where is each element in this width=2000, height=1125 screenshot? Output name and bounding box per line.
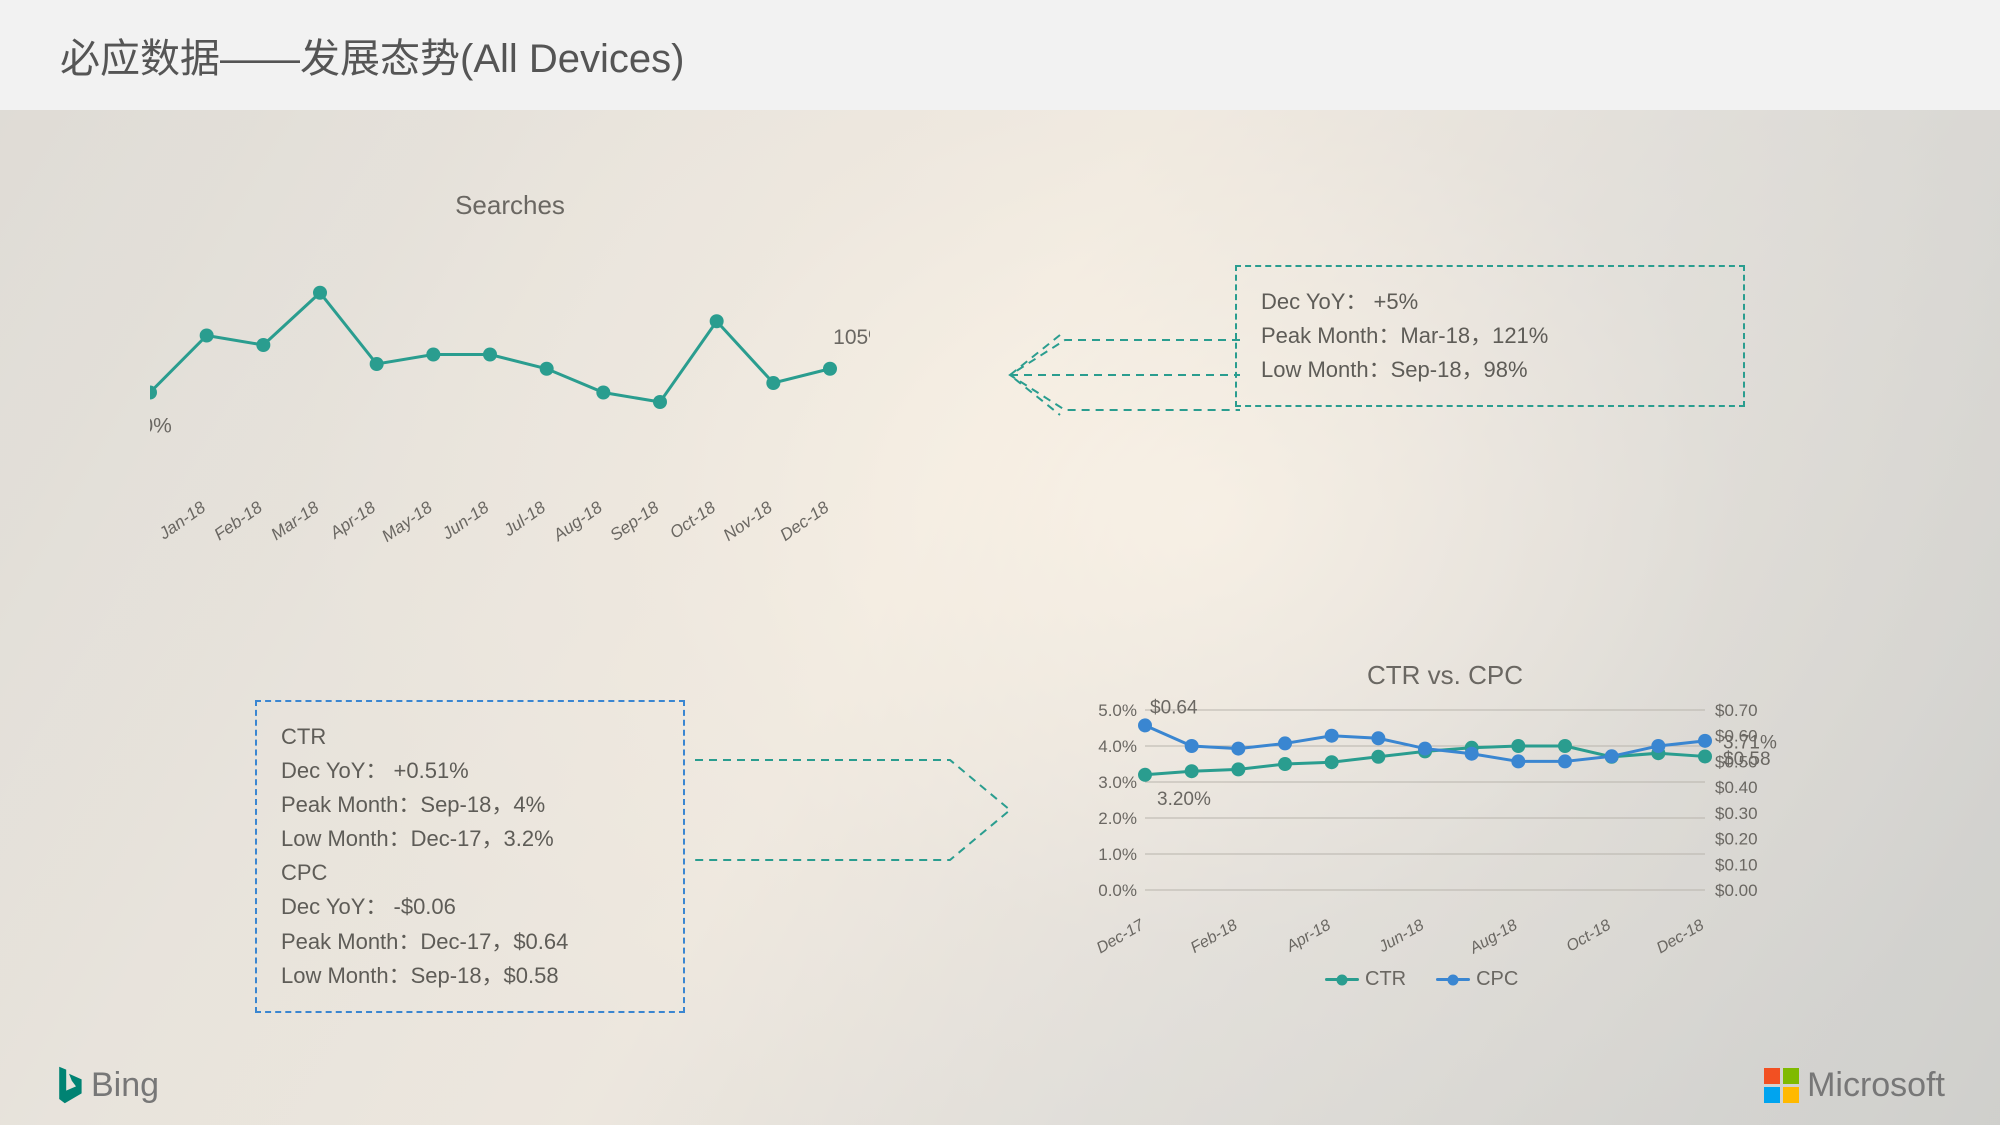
- svg-text:$0.00: $0.00: [1715, 881, 1758, 900]
- svg-text:Oct-18: Oct-18: [666, 497, 719, 542]
- svg-text:Dec-18: Dec-18: [1654, 917, 1707, 958]
- svg-text:May-18: May-18: [378, 497, 436, 545]
- callout-line: Low Month：Sep-18，98%: [1261, 353, 1719, 387]
- ms-square-green: [1783, 1068, 1799, 1084]
- legend-label: CTR: [1365, 968, 1406, 991]
- searches-callout-box: Dec YoY： +5%Peak Month：Mar-18，121%Low Mo…: [1235, 265, 1745, 407]
- content-area: Searches 100%105%Dec-17Jan-18Feb-18Mar-1…: [0, 110, 2000, 1125]
- ms-square-blue: [1764, 1087, 1780, 1103]
- bing-logo: Bing: [55, 1065, 159, 1105]
- searches-chart-svg: 100% 105% Dec-17Jan-18Feb-18Mar-18Apr-18Ma…: [150, 190, 870, 570]
- svg-text:2.0%: 2.0%: [1098, 809, 1137, 828]
- svg-text:100%: 100%: [150, 415, 172, 438]
- svg-text:1.0%: 1.0%: [1098, 845, 1137, 864]
- footer-bar: Bing Microsoft: [0, 1055, 2000, 1125]
- svg-text:Dec-18: Dec-18: [776, 497, 832, 544]
- svg-text:$0.20: $0.20: [1715, 830, 1758, 849]
- header-bar: 必应数据——发展态势(All Devices): [0, 0, 2000, 110]
- callout-line: Dec YoY： +0.51%: [281, 754, 659, 788]
- bing-icon: [55, 1065, 83, 1105]
- svg-text:Aug-18: Aug-18: [549, 497, 606, 545]
- svg-text:$0.58: $0.58: [1723, 749, 1771, 770]
- svg-text:Nov-18: Nov-18: [720, 497, 776, 544]
- callout-line: Dec YoY： -$0.06: [281, 890, 659, 924]
- arrow-to-searches-callout: [870, 315, 1250, 435]
- legend-swatch: [1436, 978, 1470, 981]
- ms-square-yellow: [1783, 1087, 1799, 1103]
- svg-text:Sep-18: Sep-18: [606, 497, 662, 544]
- page-title: 必应数据——发展态势(All Devices): [60, 26, 684, 84]
- svg-text:Feb-18: Feb-18: [211, 497, 266, 544]
- svg-text:$0.40: $0.40: [1715, 778, 1758, 797]
- svg-text:Dec-17: Dec-17: [150, 497, 153, 544]
- svg-text:Apr-18: Apr-18: [1283, 917, 1334, 956]
- svg-text:$0.30: $0.30: [1715, 804, 1758, 823]
- svg-text:4.0%: 4.0%: [1098, 737, 1137, 756]
- bing-logo-text: Bing: [91, 1066, 159, 1105]
- callout-line: Low Month：Dec-17，3.2%: [281, 822, 659, 856]
- svg-text:Jun-18: Jun-18: [1375, 917, 1427, 957]
- svg-text:$0.64: $0.64: [1150, 697, 1198, 718]
- svg-text:Oct-18: Oct-18: [1564, 917, 1614, 956]
- legend-label: CPC: [1476, 968, 1518, 991]
- svg-text:105%: 105%: [833, 326, 870, 349]
- ctrcpc-chart: CTR vs. CPC 0.0%1.0%2.0%3.0%4.0%5.0%$0.0…: [1075, 670, 1815, 1000]
- ctrcpc-callout-box: CTRDec YoY： +0.51%Peak Month：Sep-18，4%Lo…: [255, 700, 685, 1013]
- ms-square-red: [1764, 1068, 1780, 1084]
- legend-item: CTR: [1325, 968, 1406, 991]
- arrow-to-ctrcpc-chart: [690, 730, 1070, 890]
- callout-line: Peak Month：Sep-18，4%: [281, 788, 659, 822]
- svg-text:Jan-18: Jan-18: [155, 497, 210, 543]
- svg-text:Jul-18: Jul-18: [499, 497, 549, 540]
- svg-text:$0.70: $0.70: [1715, 701, 1758, 720]
- svg-text:Jun-18: Jun-18: [438, 497, 493, 543]
- searches-chart: Searches 100%105%Dec-17Jan-18Feb-18Mar-1…: [150, 190, 870, 570]
- microsoft-logo-text: Microsoft: [1807, 1066, 1945, 1105]
- svg-text:Dec-17: Dec-17: [1094, 916, 1148, 957]
- svg-text:Apr-18: Apr-18: [326, 497, 380, 543]
- svg-text:Mar-18: Mar-18: [268, 497, 323, 544]
- callout-line: Low Month：Sep-18，$0.58: [281, 959, 659, 993]
- ctrcpc-chart-svg: 0.0% 1.0% 2.0% 3.0% 4.0% 5.0% $0.00 $0.10 $0.20 $…: [1075, 670, 1815, 1000]
- svg-text:Feb-18: Feb-18: [1188, 917, 1240, 957]
- svg-text:$0.10: $0.10: [1715, 855, 1758, 874]
- svg-text:Aug-18: Aug-18: [1466, 917, 1520, 958]
- microsoft-logo: Microsoft: [1764, 1066, 1945, 1105]
- svg-text:5.0%: 5.0%: [1098, 701, 1137, 720]
- callout-line: CTR: [281, 720, 659, 754]
- callout-line: CPC: [281, 856, 659, 890]
- svg-text:0.0%: 0.0%: [1098, 881, 1137, 900]
- microsoft-icon: [1764, 1068, 1799, 1103]
- legend-swatch: [1325, 978, 1359, 981]
- svg-text:3.20%: 3.20%: [1157, 789, 1211, 810]
- svg-text:3.0%: 3.0%: [1098, 773, 1137, 792]
- callout-line: Peak Month：Mar-18，121%: [1261, 319, 1719, 353]
- callout-line: Dec YoY： +5%: [1261, 285, 1719, 319]
- callout-line: Peak Month：Dec-17，$0.64: [281, 925, 659, 959]
- ctrcpc-legend: CTR CPC: [1325, 968, 1518, 991]
- legend-item: CPC: [1436, 968, 1518, 991]
